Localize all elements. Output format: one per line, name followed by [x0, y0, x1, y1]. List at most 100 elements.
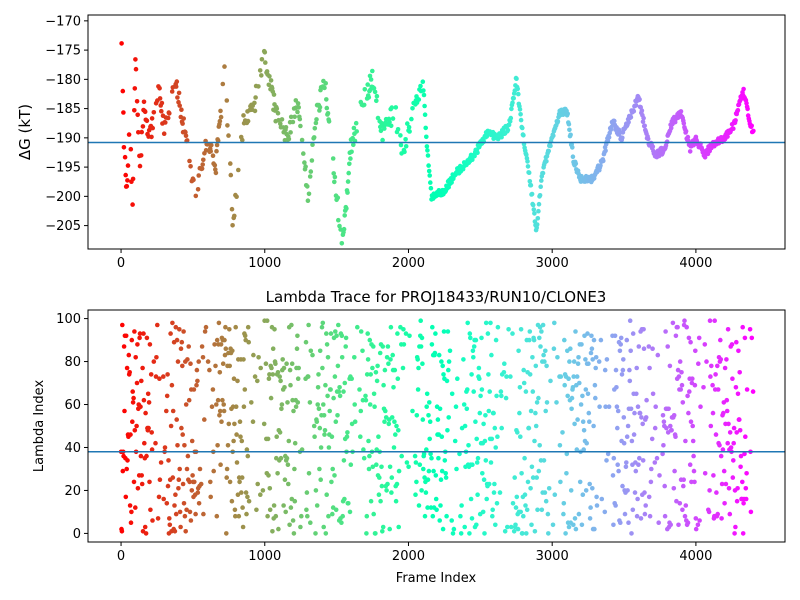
lambda-point	[445, 329, 451, 334]
delta-g-point	[149, 116, 155, 121]
lambda-point	[693, 516, 699, 521]
delta-g-point	[517, 107, 523, 112]
lambda-point	[728, 445, 734, 450]
delta-g-point	[403, 137, 408, 142]
lambda-point	[310, 352, 315, 358]
lambda-point	[677, 359, 683, 364]
lambda-point	[744, 471, 749, 476]
lambda-point	[568, 346, 573, 352]
lambda-point	[407, 333, 412, 339]
lambda-point	[424, 404, 430, 410]
lambda-point	[543, 408, 548, 414]
lambda-point	[596, 359, 602, 364]
lambda-point	[735, 486, 740, 491]
delta-g-point	[232, 213, 237, 219]
delta-g-point	[365, 82, 371, 87]
lambda-point	[317, 466, 322, 472]
lambda-point	[242, 387, 248, 392]
delta-g-point	[538, 184, 543, 189]
lambda-point	[329, 479, 334, 485]
lambda-point	[585, 331, 590, 336]
lambda-point	[158, 460, 164, 465]
lambda-ytick-label: 20	[64, 484, 81, 499]
lambda-ytick-label: 40	[64, 441, 81, 456]
delta-g-point	[640, 119, 646, 124]
lambda-point	[646, 494, 652, 500]
delta-g-point	[346, 170, 352, 176]
lambda-point	[295, 333, 300, 339]
lambda-point	[150, 518, 155, 523]
lambda-point	[339, 333, 345, 339]
lambda-point	[629, 531, 634, 536]
lambda-point	[690, 438, 696, 444]
delta-g-ytick-label: −200	[45, 190, 81, 205]
lambda-point	[505, 524, 510, 530]
lambda-point	[643, 503, 648, 508]
lambda-point	[492, 481, 497, 487]
lambda-point	[289, 322, 294, 328]
lambda-point	[706, 509, 712, 515]
lambda-point	[155, 516, 161, 521]
lambda-point	[737, 417, 742, 422]
lambda-point	[134, 423, 139, 429]
lambda-point	[511, 529, 517, 534]
lambda-point	[195, 490, 201, 495]
lambda-point	[166, 458, 171, 463]
lambda-point	[624, 434, 630, 440]
lambda-point	[261, 421, 267, 427]
delta-g-point	[342, 213, 348, 218]
lambda-point	[144, 335, 150, 341]
delta-g-point	[165, 115, 171, 121]
lambda-point	[587, 419, 592, 425]
lambda-point	[624, 460, 629, 465]
lambda-point	[177, 466, 182, 472]
lambda-point	[124, 466, 129, 472]
delta-g-point	[188, 164, 193, 169]
lambda-point	[123, 333, 129, 339]
lambda-point	[119, 529, 125, 534]
delta-g-point	[138, 153, 144, 158]
lambda-point	[174, 337, 180, 343]
delta-g-point	[472, 153, 477, 159]
lambda-point	[214, 337, 220, 343]
lambda-point	[604, 458, 609, 463]
delta-g-point	[157, 96, 163, 101]
lambda-point	[539, 507, 545, 513]
lambda-point	[251, 352, 256, 358]
lambda-point	[567, 359, 572, 364]
lambda-point	[320, 320, 326, 326]
lambda-point	[232, 507, 238, 513]
lambda-point	[195, 378, 200, 384]
lambda-point	[724, 397, 730, 403]
lambda-point	[260, 488, 266, 493]
delta-g-point	[176, 90, 182, 96]
lambda-point	[493, 337, 499, 343]
delta-g-point	[570, 154, 576, 159]
lambda-point	[124, 365, 130, 371]
lambda-point	[393, 498, 399, 504]
lambda-point	[123, 494, 129, 500]
lambda-point	[627, 378, 633, 384]
lambda-point	[373, 370, 379, 375]
delta-g-point	[218, 114, 224, 120]
delta-g-point	[218, 108, 223, 114]
lambda-point	[153, 374, 159, 379]
lambda-point	[234, 432, 239, 437]
delta-g-point	[535, 216, 541, 221]
lambda-point	[719, 516, 724, 521]
lambda-point	[133, 355, 138, 360]
delta-g-point	[324, 97, 329, 102]
delta-g-point	[336, 217, 341, 223]
lambda-point	[173, 492, 178, 498]
lambda-point	[629, 438, 635, 444]
lambda-point	[707, 318, 713, 324]
lambda-point	[214, 402, 219, 407]
lambda-point	[644, 397, 649, 403]
lambda-point	[450, 531, 456, 536]
lambda-point	[543, 498, 549, 504]
lambda-point	[393, 432, 398, 437]
lambda-point	[586, 410, 592, 416]
lambda-point	[650, 346, 655, 352]
lambda-point	[275, 370, 281, 375]
delta-g-point	[388, 123, 394, 129]
